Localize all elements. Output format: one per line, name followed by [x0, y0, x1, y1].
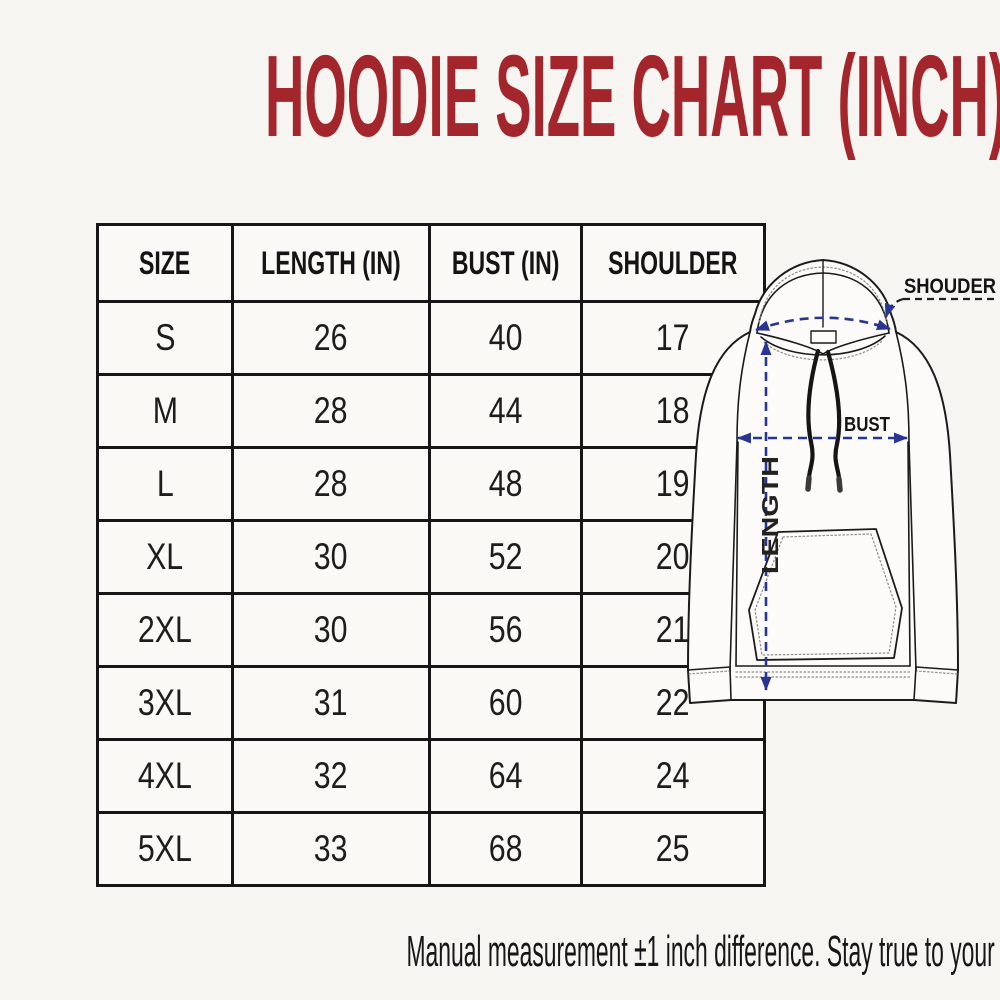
length-value-cell: 30 — [231, 592, 431, 668]
bust-value-cell: 40 — [427, 300, 584, 376]
column-header-length: LENGTH (IN) — [231, 223, 431, 303]
header-row: SIZE LENGTH (IN) BUST (IN) SHOULDER — [96, 223, 766, 303]
hoodie-illustration — [687, 259, 959, 704]
page-title: HOODIE SIZE CHART (INCH) — [265, 31, 1000, 161]
bust-value-cell: 64 — [427, 738, 584, 814]
table-row: 4XL 32 64 24 — [96, 738, 766, 814]
bust-value-cell: 56 — [427, 592, 584, 668]
measurement-disclaimer: Manual measurement ±1 inch difference. S… — [406, 927, 1000, 976]
bust-value-cell: 52 — [427, 519, 584, 595]
bust-value-cell: 68 — [427, 811, 584, 887]
shoulder-value-cell: 25 — [580, 811, 766, 887]
length-value-cell: 32 — [231, 738, 431, 814]
length-value-cell: 30 — [231, 519, 431, 595]
bust-value-cell: 60 — [427, 665, 584, 741]
bust-value-cell: 48 — [427, 446, 584, 522]
bust-value-cell: 44 — [427, 373, 584, 449]
size-label-cell: 5XL — [96, 811, 234, 887]
length-value-cell: 33 — [231, 811, 431, 887]
length-label: LENGTH — [757, 456, 783, 574]
size-label-cell: 4XL — [96, 738, 234, 814]
length-value-cell: 26 — [231, 300, 431, 376]
size-label-cell: 2XL — [96, 592, 234, 668]
neck-label — [810, 330, 837, 344]
column-header-shoulder: SHOULDER — [580, 223, 766, 303]
column-header-bust: BUST (IN) — [427, 223, 584, 303]
kangaroo-pocket — [748, 528, 903, 661]
shoulder-measure-arc — [755, 316, 891, 332]
length-value-cell: 28 — [231, 446, 431, 522]
footer-note: Manual measurement ±1 inch difference. S… — [0, 930, 1000, 974]
column-header-size: SIZE — [96, 223, 234, 303]
size-label-cell: S — [96, 300, 234, 376]
length-value-cell: 28 — [231, 373, 431, 449]
size-label-cell: XL — [96, 519, 234, 595]
shoulder-value-cell: 24 — [580, 738, 766, 814]
size-label-cell: M — [96, 373, 234, 449]
bust-label: BUST — [844, 414, 890, 436]
table-row: 3XL 31 60 22 — [96, 665, 766, 741]
hoodie-measurement-diagram: SHOUDER BUST LENGTH — [660, 230, 1000, 790]
shoulder-label: SHOUDER — [904, 275, 996, 298]
size-label-cell: L — [96, 446, 234, 522]
size-label-cell: 3XL — [96, 665, 234, 741]
shoulder-callout-arrow — [884, 297, 904, 318]
length-value-cell: 31 — [231, 665, 431, 741]
table-row: 5XL 33 68 25 — [96, 811, 766, 887]
table-row: L 28 48 19 — [96, 446, 766, 522]
